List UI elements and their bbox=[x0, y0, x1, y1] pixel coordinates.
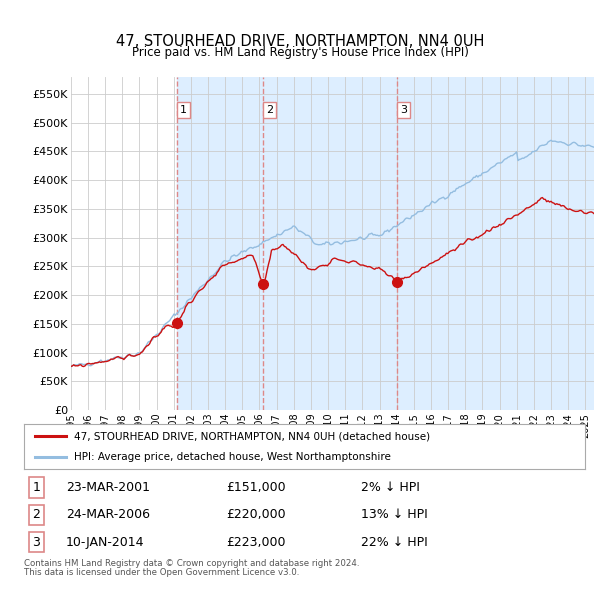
Text: Price paid vs. HM Land Registry's House Price Index (HPI): Price paid vs. HM Land Registry's House … bbox=[131, 46, 469, 59]
Text: £223,000: £223,000 bbox=[226, 536, 286, 549]
Text: 1: 1 bbox=[180, 105, 187, 115]
Text: 24-MAR-2006: 24-MAR-2006 bbox=[66, 508, 150, 522]
Text: HPI: Average price, detached house, West Northamptonshire: HPI: Average price, detached house, West… bbox=[74, 452, 391, 462]
Bar bbox=[397, 77, 594, 410]
Text: 2: 2 bbox=[266, 105, 273, 115]
Text: 2: 2 bbox=[32, 508, 40, 522]
Text: £220,000: £220,000 bbox=[226, 508, 286, 522]
Text: 1: 1 bbox=[32, 481, 40, 494]
Text: 3: 3 bbox=[32, 536, 40, 549]
Text: Contains HM Land Registry data © Crown copyright and database right 2024.: Contains HM Land Registry data © Crown c… bbox=[24, 559, 359, 568]
Text: 47, STOURHEAD DRIVE, NORTHAMPTON, NN4 0UH (detached house): 47, STOURHEAD DRIVE, NORTHAMPTON, NN4 0U… bbox=[74, 431, 431, 441]
Bar bbox=[177, 77, 263, 410]
Text: £151,000: £151,000 bbox=[226, 481, 286, 494]
Text: 47, STOURHEAD DRIVE, NORTHAMPTON, NN4 0UH: 47, STOURHEAD DRIVE, NORTHAMPTON, NN4 0U… bbox=[116, 34, 484, 49]
Text: 3: 3 bbox=[400, 105, 407, 115]
Bar bbox=[263, 77, 397, 410]
Text: 22% ↓ HPI: 22% ↓ HPI bbox=[361, 536, 427, 549]
Text: 13% ↓ HPI: 13% ↓ HPI bbox=[361, 508, 427, 522]
Text: This data is licensed under the Open Government Licence v3.0.: This data is licensed under the Open Gov… bbox=[24, 568, 299, 577]
Text: 10-JAN-2014: 10-JAN-2014 bbox=[66, 536, 145, 549]
Text: 23-MAR-2001: 23-MAR-2001 bbox=[66, 481, 150, 494]
Text: 2% ↓ HPI: 2% ↓ HPI bbox=[361, 481, 419, 494]
